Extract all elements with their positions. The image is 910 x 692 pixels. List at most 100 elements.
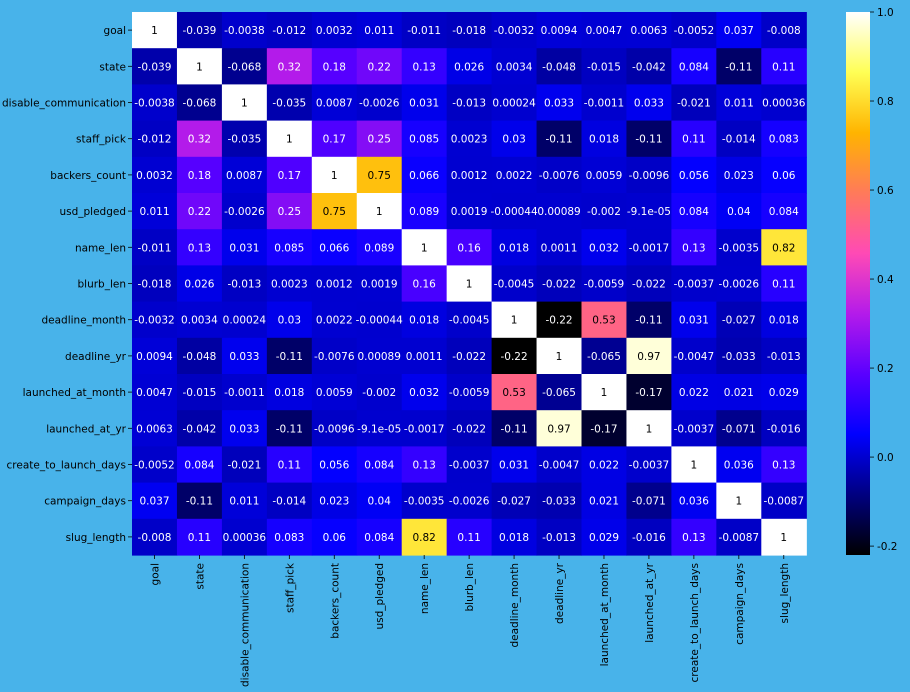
cell-value-label: 0.53	[502, 387, 525, 399]
heatmap-cell	[761, 446, 807, 484]
cell-value-label: 0.0059	[316, 387, 353, 399]
cell-value-label: -0.015	[587, 61, 621, 73]
cell-value-label: 0.18	[188, 170, 211, 182]
heatmap-cell	[266, 12, 313, 49]
heatmap-cell	[401, 120, 448, 158]
heatmap-cell	[311, 482, 358, 520]
heatmap-cell	[266, 48, 313, 85]
heatmap-cell	[536, 48, 583, 85]
cell-value-label: 0.084	[364, 532, 394, 544]
heatmap-cell	[581, 374, 628, 411]
colorbar-tick-label: 1.0	[877, 7, 894, 19]
colorbar-tick-label: 0.0	[877, 452, 894, 464]
heatmap-cell	[132, 48, 178, 85]
cell-value-label: 0.0032	[136, 170, 173, 182]
y-tick-label: deadline_yr	[65, 351, 127, 363]
heatmap-cell	[626, 374, 672, 411]
cell-value-label: -0.014	[272, 496, 306, 508]
cell-value-label: -0.011	[407, 25, 441, 37]
heatmap-cell	[536, 410, 583, 447]
heatmap-cell	[176, 229, 223, 266]
heatmap-cell	[491, 374, 538, 411]
heatmap-cell	[581, 410, 628, 447]
cell-value-label: -0.0038	[224, 25, 265, 37]
cell-value-label: 1	[376, 206, 383, 218]
heatmap-cell	[446, 301, 493, 339]
cell-value-label: 0.17	[278, 170, 301, 182]
cell-value-label: 0.011	[139, 206, 169, 218]
cell-value-label: 0.0087	[316, 98, 353, 110]
heatmap-cell	[446, 265, 493, 303]
cell-value-label: 0.06	[323, 532, 347, 544]
cell-value-label: 0.0022	[496, 170, 533, 182]
heatmap-cell	[356, 410, 403, 447]
heatmap-cell	[491, 518, 538, 556]
y-tick-label: usd_pledged	[59, 206, 126, 218]
heatmap-cell	[761, 410, 807, 447]
cell-value-label: -0.22	[500, 351, 527, 363]
heatmap-cell	[266, 84, 313, 122]
colorbar-tick-label: 0.2	[877, 363, 894, 375]
cell-value-label: -0.0045	[494, 279, 535, 291]
cell-value-label: 1	[196, 61, 203, 73]
cell-value-label: -0.0011	[584, 98, 625, 110]
heatmap-cell	[716, 48, 762, 85]
heatmap-cell	[311, 48, 358, 85]
heatmap-cell	[491, 301, 538, 339]
heatmap-cell	[626, 193, 672, 230]
cell-value-label: 0.029	[589, 532, 619, 544]
colorbar-bar	[846, 12, 870, 555]
cell-value-label: 1	[511, 315, 518, 327]
cell-value-label: -0.0032	[494, 25, 535, 37]
x-tick-label: backers_count	[329, 563, 341, 639]
heatmap-cell	[176, 48, 223, 85]
heatmap-cell	[581, 156, 628, 194]
cell-value-label: 0.031	[499, 460, 529, 472]
heatmap-cell	[176, 482, 223, 520]
heatmap-cell	[536, 518, 583, 556]
heatmap-cell	[581, 446, 628, 484]
cell-value-label: 0.0063	[631, 25, 668, 37]
cell-value-label: 1	[780, 532, 787, 544]
heatmap-cell	[536, 156, 583, 194]
x-tick-label: state	[194, 563, 206, 590]
cell-value-label: 0.0047	[586, 25, 623, 37]
heatmap-cell	[491, 265, 538, 303]
heatmap-cell	[446, 48, 493, 85]
cell-value-label: -0.0037	[629, 460, 670, 472]
y-tick-label: name_len	[75, 242, 126, 254]
heatmap-cell	[446, 410, 493, 447]
heatmap-cell	[581, 12, 628, 49]
colorbar: 1.0 0.8 0.6 0.4 0.2 0.0 -0.2	[846, 7, 898, 555]
cell-value-label: 0.056	[319, 460, 349, 472]
cell-value-label: -0.0096	[629, 170, 670, 182]
colorbar-tick-label: 0.4	[877, 274, 894, 286]
cell-value-label: 0.17	[323, 134, 346, 146]
heatmap-cell	[626, 84, 672, 122]
cell-value-label: 0.00024	[492, 98, 536, 110]
heatmap-cell	[132, 446, 178, 484]
heatmap-cell	[132, 12, 178, 49]
heatmap-cell	[401, 229, 448, 266]
heatmap-cells	[132, 12, 807, 556]
heatmap-cell	[761, 84, 807, 122]
heatmap-cell	[356, 301, 403, 339]
cell-value-label: 0.031	[409, 98, 439, 110]
cell-value-label: 0.033	[229, 423, 259, 435]
heatmap-cell	[176, 156, 223, 194]
cell-value-label: -0.068	[227, 61, 261, 73]
cell-value-label: 0.018	[499, 532, 529, 544]
heatmap-cell	[581, 518, 628, 556]
cell-value-label: 0.0034	[181, 315, 218, 327]
cell-value-label: 0.13	[188, 242, 211, 254]
cell-value-label: -0.0059	[584, 279, 625, 291]
cell-value-label: -0.0026	[359, 98, 400, 110]
cell-value-label: -0.035	[272, 98, 306, 110]
heatmap-cell	[311, 229, 358, 266]
cell-value-label: -0.016	[632, 532, 666, 544]
cell-value-label: -0.033	[542, 496, 576, 508]
heatmap-cell	[446, 446, 493, 484]
heatmap-cell	[761, 337, 807, 375]
cell-value-label: 0.018	[589, 134, 619, 146]
x-tick-label: create_to_launch_days	[689, 563, 701, 683]
